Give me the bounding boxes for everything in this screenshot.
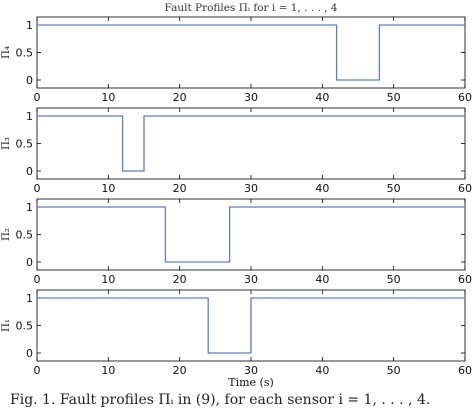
panel-3-ytick-label: 1 (26, 201, 33, 214)
panel-1-axes-box (36, 16, 466, 89)
figure-caption: Fig. 1. Fault profiles Πᵢ in (9), for ea… (10, 392, 431, 408)
panel-3-axes-box (36, 198, 466, 271)
panel-4-xtick-label: 20 (173, 364, 187, 377)
panel-4-xtick-label: 50 (387, 364, 401, 377)
panel-4-xtick-label: 0 (34, 364, 41, 377)
panel-2-xtick-label: 60 (458, 182, 472, 195)
panel-1-fault-profile-line (37, 24, 465, 81)
panel-1-ytick-label: 1 (26, 19, 33, 32)
panel-4-ytick-label: 0.5 (16, 320, 34, 333)
panel-3-xtick-label: 10 (101, 273, 115, 286)
panel-3-xtick-label: 60 (458, 273, 472, 286)
panel-1-xtick-label: 50 (387, 91, 401, 104)
panel-2-xtick-label: 50 (387, 182, 401, 195)
panel-3-xtick-label: 30 (244, 273, 258, 286)
panel-2-xtick-label: 40 (315, 182, 329, 195)
panel-1-ytick-label: 0.5 (16, 47, 34, 60)
panel-1-ylabel: Π₄ (1, 46, 12, 59)
panel-2-axes-box (36, 107, 466, 180)
panel-1-xtick-label: 40 (315, 91, 329, 104)
panel-4-xtick-label: 10 (101, 364, 115, 377)
panel-2-ytick-label: 0 (26, 165, 33, 178)
panel-3-xtick-label: 50 (387, 273, 401, 286)
panel-1-xtick-label: 0 (34, 91, 41, 104)
panel-1-xtick-label: 60 (458, 91, 472, 104)
panel-4-xtick-label: 60 (458, 364, 472, 377)
panel-4-xtick-label: 40 (315, 364, 329, 377)
panel-4-xtick-label: 30 (244, 364, 258, 377)
panel-3-xtick-label: 20 (173, 273, 187, 286)
panel-2-xtick-label: 0 (34, 182, 41, 195)
panel-2-xtick-label: 30 (244, 182, 258, 195)
panel-1-ytick-label: 0 (26, 74, 33, 87)
panel-2-xtick-label: 20 (173, 182, 187, 195)
panel-3-ylabel: Π₂ (1, 228, 12, 241)
panel-1-xtick-label: 10 (101, 91, 115, 104)
panel-1-xtick-label: 30 (244, 91, 258, 104)
panel-3-fault-profile-line (37, 206, 465, 263)
panel-4-ytick-label: 1 (26, 292, 33, 305)
chart-title: Fault Profiles Πᵢ for i = 1, . . . , 4 (165, 2, 338, 14)
panel-2-ylabel: Π₃ (1, 137, 12, 150)
panel-4-fault-profile-line (37, 297, 465, 354)
panel-2-xtick-label: 10 (101, 182, 115, 195)
panel-4-ylabel: Π₁ (1, 319, 12, 332)
panel-2-fault-profile-line (37, 115, 465, 172)
x-axis-label: Time (s) (228, 376, 274, 389)
panel-2-ytick-label: 0.5 (16, 138, 34, 151)
panel-2-ytick-label: 1 (26, 110, 33, 123)
panel-1-xtick-label: 20 (173, 91, 187, 104)
panel-4-ytick-label: 0 (26, 347, 33, 360)
panel-3-xtick-label: 0 (34, 273, 41, 286)
panel-3-ytick-label: 0 (26, 256, 33, 269)
panel-3-xtick-label: 40 (315, 273, 329, 286)
panel-3-ytick-label: 0.5 (16, 229, 34, 242)
